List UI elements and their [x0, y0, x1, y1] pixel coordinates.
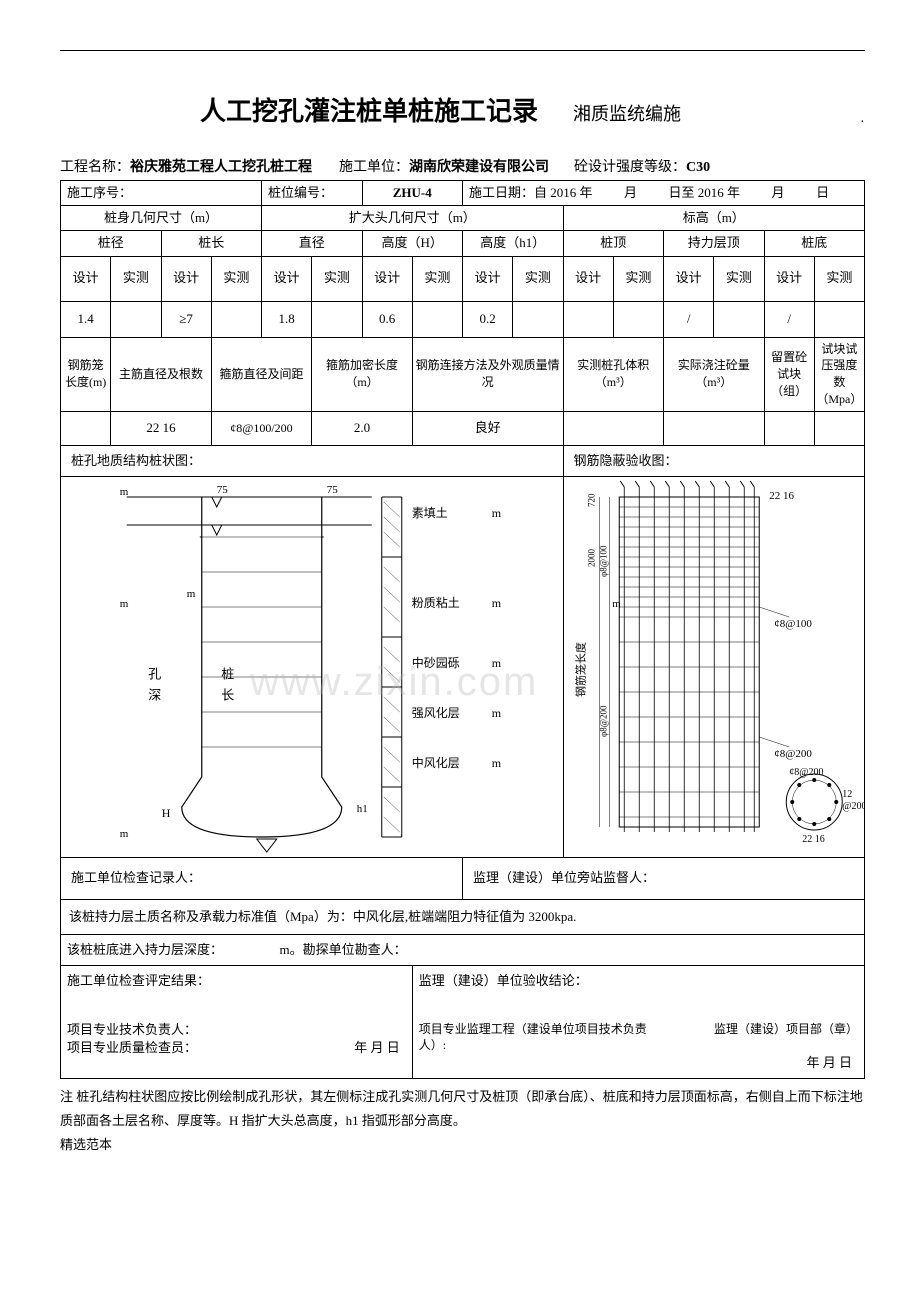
depth-label: 该桩桩底进入持力层深度： [67, 942, 223, 957]
svg-text:粉质粘土: 粉质粘土 [412, 595, 460, 610]
svg-text:¢8@200: ¢8@200 [789, 767, 823, 778]
proj-name: 裕庆雅苑工程人工挖孔桩工程 [130, 160, 312, 175]
svg-text:22 16: 22 16 [769, 490, 794, 502]
supervisor-label: 监理（建设）单位旁站监督人： [473, 870, 655, 885]
svg-text:2000: 2000 [586, 548, 596, 567]
hdr-length: 桩长 [161, 231, 262, 256]
page-subtitle: 湘质监统编施 [573, 100, 681, 126]
top-rule [60, 50, 865, 51]
svg-text:m: m [492, 756, 502, 770]
pile-diagram: m m m 75 75 [61, 477, 563, 857]
svg-text:m: m [612, 598, 621, 610]
svg-text:m: m [492, 506, 502, 520]
svg-text:720: 720 [586, 493, 596, 507]
date-row: 施工序号： 桩位编号： ZHU-4 施工日期：自 2016 年 月 日至 201… [61, 181, 865, 206]
hdr-pour: 实际浇注砼量（m³） [664, 337, 765, 411]
hdr-heighth1: 高度（h1） [463, 231, 564, 256]
grade-value: C30 [686, 160, 710, 175]
hdr-heightH: 高度（H） [362, 231, 463, 256]
svg-text:m: m [120, 486, 129, 498]
svg-text:m: m [120, 598, 129, 610]
pile-label: 桩位编号： [268, 185, 333, 200]
val-d2: 1.8 [262, 301, 312, 337]
val-stirrup: ¢8@100/200 [211, 411, 312, 445]
val-slash1: / [664, 301, 714, 337]
svg-text:m: m [492, 706, 502, 720]
hdr-diameter2: 直径 [262, 231, 363, 256]
val-dense: 2.0 [312, 411, 413, 445]
svg-text:m: m [120, 828, 129, 840]
page-title: 人工挖孔灌注桩单桩施工记录 [200, 91, 538, 128]
val-main-bar: 22 16 [111, 411, 212, 445]
diag-left-title: 桩孔地质结构桩状图： [71, 453, 201, 468]
svg-text:中砂园砾: 中砂园砾 [412, 655, 460, 670]
val-d1: 1.4 [61, 301, 111, 337]
design-1: 设计 [61, 256, 111, 301]
val-l1: ≥7 [161, 301, 211, 337]
val-connect: 良好 [412, 411, 563, 445]
hdr-strength: 试块试压强度数（Mpa） [814, 337, 864, 411]
svg-text:75: 75 [327, 484, 339, 496]
hdr-stirrup: 箍筋直径及间距 [211, 337, 312, 411]
hdr-connect: 钢筋连接方法及外观质量情况 [412, 337, 563, 411]
hdr-bottom: 桩底 [764, 231, 865, 256]
svg-text:强风化层: 强风化层 [412, 706, 460, 720]
eval-label: 施工单位检查评定结果： [67, 972, 406, 990]
hdr-vol: 实测桩孔体积（m³） [563, 337, 664, 411]
val-hH: 0.6 [362, 301, 412, 337]
notes: 注 桩孔结构柱状图应按比例绘制成孔形状，其左侧标注成孔实测几何尺寸及桩顶（即承台… [60, 1085, 865, 1132]
date-label: 施工日期：自 2016 年 [469, 185, 593, 200]
val-slash2: / [764, 301, 814, 337]
svg-text:桩长: 桩长 [219, 667, 234, 709]
svg-text:12: 12 [842, 789, 852, 800]
unit-name: 湖南欣荣建设有限公司 [409, 160, 549, 175]
val-hh1: 0.2 [463, 301, 513, 337]
svg-text:@2000: @2000 [842, 801, 864, 812]
svg-text:孔深: 孔深 [146, 667, 161, 709]
hdr-elevation: 标高（m） [563, 206, 865, 231]
hdr-block: 留置砼试块（组） [764, 337, 814, 411]
svg-text:75: 75 [217, 484, 229, 496]
accept-label: 监理（建设）单位验收结论： [419, 972, 858, 990]
inspector-label: 施工单位检查记录人： [71, 870, 201, 885]
proj-label: 工程名称： [60, 160, 130, 175]
hdr-bearing: 持力层顶 [664, 231, 765, 256]
svg-text:¢8@100: ¢8@100 [774, 618, 812, 630]
hdr-head-dim: 扩大头几何尺寸（m） [262, 206, 564, 231]
diag-right-title: 钢筋隐蔽验收图： [574, 453, 678, 468]
svg-text:中风化层: 中风化层 [412, 755, 460, 770]
pile-no: ZHU-4 [393, 185, 432, 200]
hdr-main-bar: 主筋直径及根数 [111, 337, 212, 411]
bearing-soil: 该桩持力层土质名称及承载力标准值（Mpa）为：中风化层,桩端端阻力特征值为 32… [69, 909, 576, 924]
svg-text:钢筋笼长度: 钢筋笼长度 [573, 642, 587, 697]
svg-text:h1: h1 [357, 803, 368, 815]
hdr-cage-len: 钢筋笼长度(m) [61, 337, 111, 411]
svg-text:m: m [492, 596, 502, 610]
svg-text:素填土: 素填土 [412, 506, 448, 520]
meta-row: 工程名称：裕庆雅苑工程人工挖孔桩工程 施工单位：湖南欣荣建设有限公司 砼设计强度… [60, 156, 865, 176]
main-table: 施工序号： 桩位编号： ZHU-4 施工日期：自 2016 年 月 日至 201… [60, 180, 865, 1079]
svg-text:φ8@200: φ8@200 [598, 705, 608, 737]
svg-text:m: m [492, 656, 502, 670]
hdr-top: 桩顶 [563, 231, 664, 256]
svg-text:φ8@100: φ8@100 [598, 545, 608, 577]
svg-text:22 16: 22 16 [802, 834, 825, 845]
hdr-diameter: 桩径 [61, 231, 162, 256]
grade-label: 砼设计强度等级： [574, 160, 686, 175]
corner-dot: ． [860, 110, 870, 125]
seq-label: 施工序号： [67, 185, 132, 200]
svg-text:H: H [162, 806, 171, 820]
rebar-diagram: 720 2000 φ8@100 φ8@200 钢筋笼长度 m 22 16 ¢8@… [564, 477, 865, 857]
footer: 精选范本 [60, 1134, 865, 1153]
unit-label: 施工单位： [339, 160, 409, 175]
svg-text:m: m [187, 588, 196, 600]
hdr-body-dim: 桩身几何尺寸（m） [61, 206, 262, 231]
hdr-dense: 箍筋加密长度（m） [312, 337, 413, 411]
svg-text:¢8@200: ¢8@200 [774, 748, 812, 760]
measured-1: 实测 [111, 256, 161, 301]
